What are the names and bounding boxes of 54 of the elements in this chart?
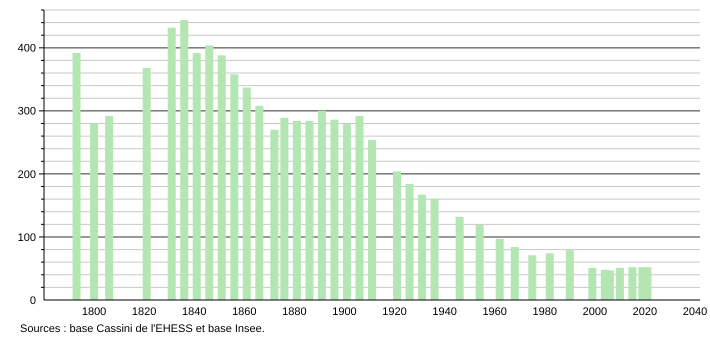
x-tick-label: 1960 xyxy=(482,306,507,318)
bar xyxy=(430,199,439,300)
y-tick-label: 100 xyxy=(18,232,36,244)
bar xyxy=(616,268,624,300)
bar xyxy=(255,106,264,300)
x-tick-label: 1980 xyxy=(532,306,558,318)
bar xyxy=(496,238,504,300)
x-tick-label: 1900 xyxy=(332,306,357,318)
bar xyxy=(180,20,188,300)
bar xyxy=(218,55,226,300)
bar xyxy=(476,224,484,300)
bar xyxy=(456,216,464,300)
source-note: Sources : base Cassini de l'EHESS et base Insee. xyxy=(20,323,265,335)
x-tick-label: 2000 xyxy=(582,306,608,318)
x-tick-label: 2040 xyxy=(682,306,708,318)
bar xyxy=(342,124,351,300)
bar xyxy=(368,140,376,300)
bar xyxy=(628,267,636,300)
bar xyxy=(305,120,314,300)
bar xyxy=(205,45,214,300)
bar xyxy=(270,130,278,300)
bar xyxy=(318,110,326,300)
x-tick-label: 1800 xyxy=(82,306,106,318)
bar xyxy=(105,116,114,300)
bar xyxy=(330,120,338,300)
bar xyxy=(142,68,151,300)
bar xyxy=(406,184,414,300)
x-tick-label: 1860 xyxy=(232,306,257,318)
bar xyxy=(418,194,426,300)
bar xyxy=(292,120,301,300)
y-tick-label: 0 xyxy=(30,294,36,307)
bar xyxy=(393,171,402,300)
bar xyxy=(168,28,176,300)
x-tick-label: 1840 xyxy=(182,306,206,318)
x-tick-label: 2020 xyxy=(632,306,658,318)
bar xyxy=(280,118,288,300)
bar xyxy=(230,74,238,300)
bar xyxy=(588,268,596,300)
x-tick-label: 1820 xyxy=(132,306,156,318)
y-tick-label: 200 xyxy=(18,168,36,181)
bar xyxy=(510,247,519,300)
x-tick-label: 1880 xyxy=(282,306,307,318)
bar xyxy=(72,52,81,300)
bar xyxy=(546,253,554,300)
bar xyxy=(566,250,574,300)
bar xyxy=(528,255,536,300)
x-tick-label: 1940 xyxy=(432,306,457,318)
y-tick-label: 300 xyxy=(18,106,36,118)
bar xyxy=(192,52,201,300)
y-tick-label: 400 xyxy=(18,42,36,55)
bar xyxy=(355,116,364,300)
bar xyxy=(242,88,251,300)
bar xyxy=(90,123,98,300)
x-tick-label: 1920 xyxy=(382,306,407,318)
